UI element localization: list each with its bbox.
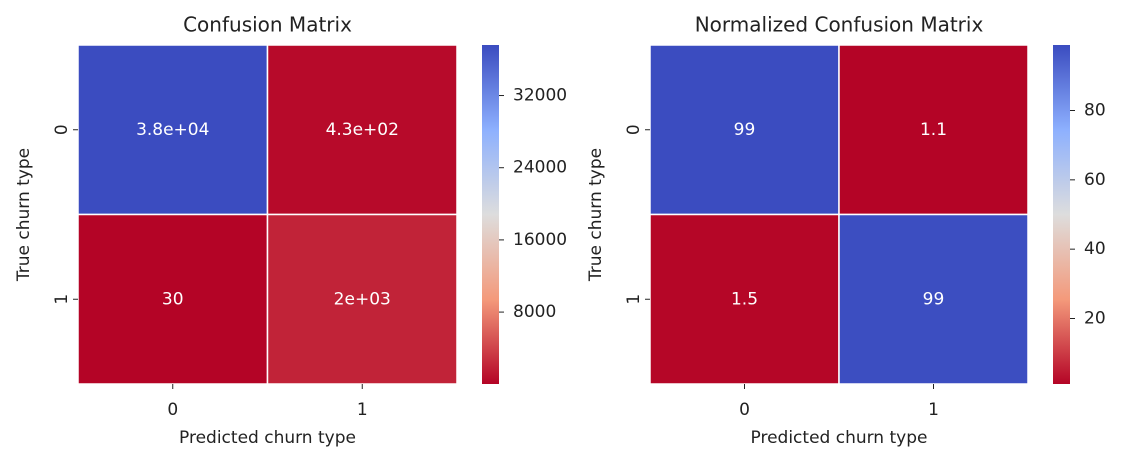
colorbar-tick-label: 16000 [513,230,567,250]
colorbar [1053,45,1070,384]
heatmap-cell [838,213,1029,385]
heatmap-cell [77,213,269,385]
x-axis-label: Predicted churn type [179,428,356,448]
x-tick-label: 0 [739,400,750,420]
heatmap-cell [77,44,269,216]
colorbar-tick-label: 80 [1084,101,1106,121]
x-axis-label: Predicted churn type [751,428,928,448]
chart-title: Confusion Matrix [183,13,352,37]
colorbar-tick-label: 24000 [513,158,567,178]
colorbar-tick-label: 32000 [513,86,567,106]
cell-label: 99 [923,289,945,309]
cell-label: 99 [734,120,756,140]
x-tick-label: 0 [167,400,178,420]
colorbar-tick-label: 8000 [513,302,556,322]
y-tick-label: 1 [52,294,72,305]
cell-label: 3.8e+04 [136,120,209,140]
colorbar-tick-label: 60 [1084,170,1106,190]
cell-label: 2e+03 [334,289,391,309]
y-tick-label: 0 [624,124,644,135]
colorbar [482,45,499,384]
cell-label: 1.5 [731,289,758,309]
y-axis-label: True churn type [14,148,34,282]
heatmap-cell [266,44,458,216]
heatmap-cell [838,44,1029,216]
y-tick-label: 0 [52,124,72,135]
heatmap-cell [266,213,458,385]
chart-title: Normalized Confusion Matrix [695,13,984,37]
cell-label: 4.3e+02 [326,120,399,140]
x-tick-label: 1 [928,400,939,420]
cell-label: 30 [162,289,184,309]
heatmap-cell [649,213,840,385]
y-axis-label: True churn type [586,148,606,282]
y-tick-label: 1 [624,294,644,305]
colorbar-tick-label: 20 [1084,308,1106,328]
cell-label: 1.1 [920,120,947,140]
colorbar-tick-label: 40 [1084,239,1106,259]
x-tick-label: 1 [357,400,368,420]
